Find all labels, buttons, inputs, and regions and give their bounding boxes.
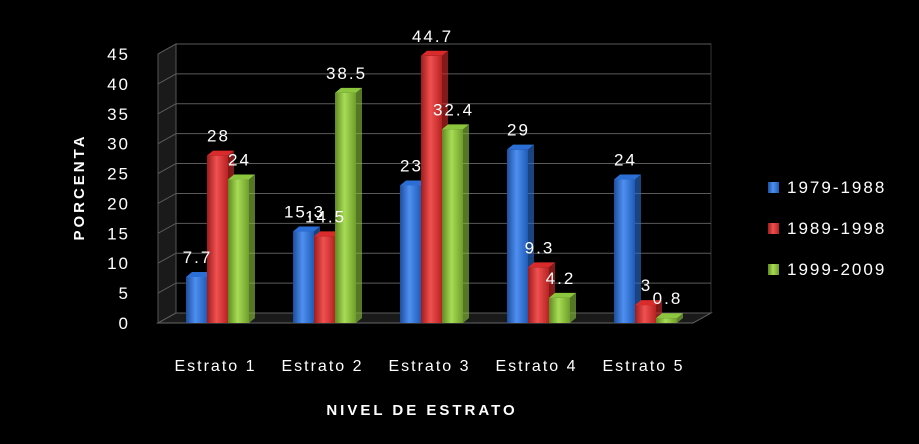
bar-top	[293, 226, 320, 232]
data-label: 38.5	[326, 64, 367, 83]
legend-label: 1989-1998	[787, 219, 886, 238]
bar-side	[677, 313, 683, 323]
gridline	[157, 43, 711, 55]
legend-swatch	[768, 223, 779, 234]
bar-front	[614, 179, 635, 323]
bar	[549, 292, 576, 323]
x-category-label: Estrato 5	[602, 358, 684, 375]
x-category-label: Estrato 3	[388, 358, 470, 375]
bar	[656, 313, 683, 323]
bar-side	[356, 87, 362, 323]
y-tick-label: 0	[119, 314, 130, 333]
y-tick-label: 40	[107, 75, 130, 94]
data-label: 3	[641, 276, 652, 295]
bar-side	[463, 124, 469, 323]
x-axis-categories: Estrato 1 Estrato 2 Estrato 3 Estrato 4 Estr…	[174, 358, 684, 375]
data-label: 4.2	[546, 269, 576, 288]
legend-item: 1999-2009	[768, 260, 886, 279]
y-tick-label: 10	[107, 254, 130, 273]
x-category-label: Estrato 2	[281, 358, 363, 375]
bar-top	[614, 174, 641, 180]
gridline	[157, 73, 711, 85]
gridline	[157, 133, 711, 145]
legend-label: 1999-2009	[787, 260, 886, 279]
y-tick-label: 45	[107, 45, 130, 64]
bar	[635, 300, 662, 323]
bar-front	[186, 276, 207, 323]
bar-front	[314, 236, 335, 323]
bar-front	[400, 185, 421, 323]
bar-front	[293, 231, 314, 323]
legend-swatch	[768, 182, 779, 193]
legend: 1979-1988 1989-1998 1999-2009	[768, 178, 886, 279]
y-tick-label: 30	[107, 135, 130, 154]
data-label: 7.7	[183, 248, 213, 267]
side-wall	[157, 43, 177, 324]
bar-front	[507, 149, 528, 323]
bar-side	[635, 174, 641, 323]
data-label: 15.3	[284, 203, 325, 222]
bar-top	[656, 313, 683, 319]
legend-swatch	[768, 264, 779, 275]
bar-side	[570, 292, 576, 323]
bar-top	[207, 150, 234, 156]
bar-front	[421, 55, 442, 323]
bar-top	[528, 262, 555, 268]
data-label: 14.5	[305, 207, 346, 226]
gridline	[157, 103, 711, 115]
bar-top	[421, 50, 448, 56]
data-labels: 7.7 28 24 15.314.5 38.5 23 44.7 32.4 29 9.3 4.2 24 3…	[183, 27, 683, 308]
y-tick-label: 35	[107, 105, 130, 124]
x-category-label: Estrato 4	[495, 358, 577, 375]
legend-label: 1979-1988	[787, 178, 886, 197]
bar-top	[442, 124, 469, 130]
x-axis-title: NIVEL DE ESTRATO	[326, 402, 517, 419]
bar-top	[635, 300, 662, 306]
bar-top	[400, 180, 427, 186]
y-tick-label: 20	[107, 194, 130, 213]
y-tick-label: 15	[107, 224, 130, 243]
bar-top	[186, 271, 213, 277]
bar-side	[249, 174, 255, 323]
data-label: 24	[614, 151, 637, 170]
y-axis-title: PORCENTA	[71, 133, 88, 240]
bar-top	[549, 292, 576, 298]
bars	[186, 50, 683, 323]
y-axis-ticks: 0 5 10 15 20 25 30 35 40 45	[107, 45, 130, 333]
bar	[614, 174, 641, 323]
data-label: 24	[228, 151, 251, 170]
bar	[442, 124, 469, 323]
bar	[228, 174, 255, 323]
bar-top	[507, 144, 534, 150]
data-label: 29	[507, 121, 530, 140]
bar-front	[549, 297, 570, 323]
legend-item: 1979-1988	[768, 178, 886, 197]
bar-front	[335, 92, 356, 323]
data-label: 23	[400, 157, 423, 176]
bar-front	[528, 267, 549, 323]
data-label: 9.3	[525, 238, 555, 257]
bar	[335, 87, 362, 323]
legend-item: 1989-1998	[768, 219, 886, 238]
data-label: 32.4	[433, 100, 474, 119]
data-label: 28	[207, 127, 230, 146]
bar-front	[228, 179, 249, 323]
bar-front	[656, 318, 677, 323]
data-label: 0.8	[653, 289, 683, 308]
bar-front	[442, 129, 463, 323]
bar-top	[335, 87, 362, 93]
bar-front	[207, 155, 228, 323]
bar-top	[314, 231, 341, 237]
x-category-label: Estrato 1	[174, 358, 256, 375]
data-label: 44.7	[412, 27, 453, 46]
bar-top	[228, 174, 255, 180]
bar-front	[635, 305, 656, 323]
y-tick-label: 25	[107, 165, 130, 184]
y-tick-label: 5	[119, 284, 130, 303]
